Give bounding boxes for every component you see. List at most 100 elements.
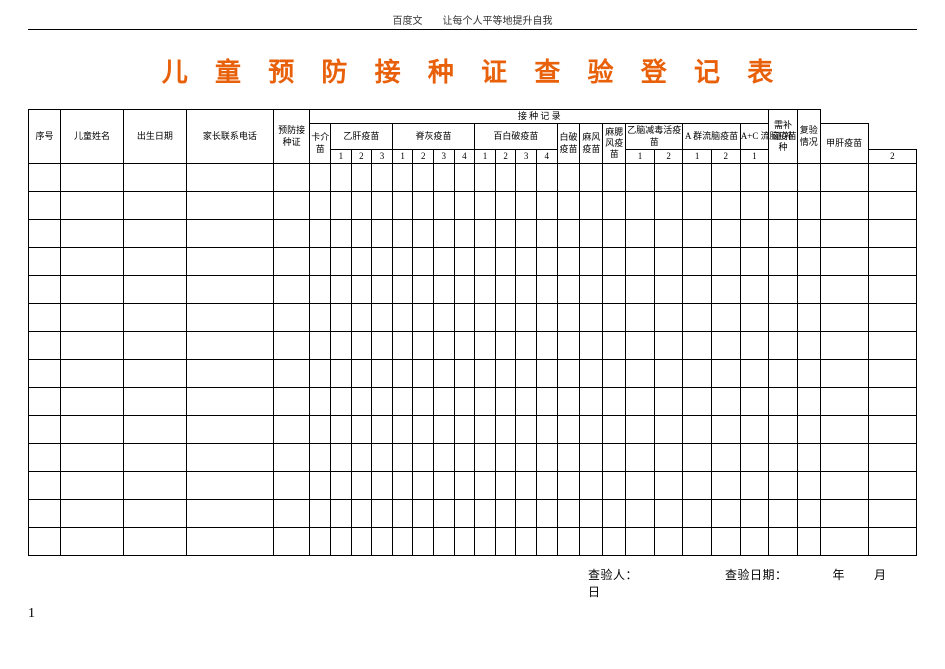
table-cell: [413, 304, 434, 332]
mena-1: 1: [683, 149, 712, 163]
table-cell: [683, 220, 712, 248]
table-cell: [683, 500, 712, 528]
table-cell: [711, 360, 740, 388]
dtp-1: 1: [475, 149, 496, 163]
table-cell: [580, 444, 603, 472]
table-row: [29, 164, 917, 192]
table-cell: [29, 332, 61, 360]
table-cell: [273, 192, 310, 220]
table-cell: [372, 304, 393, 332]
table-cell: [711, 248, 740, 276]
table-cell: [454, 388, 475, 416]
table-cell: [273, 332, 310, 360]
table-cell: [454, 472, 475, 500]
je-1: 1: [626, 149, 655, 163]
table-cell: [516, 472, 537, 500]
col-je: 乙脑减毒活疫苗: [626, 124, 683, 150]
table-cell: [29, 500, 61, 528]
table-cell: [413, 500, 434, 528]
table-cell: [186, 388, 273, 416]
table-cell: [626, 192, 655, 220]
table-cell: [392, 444, 413, 472]
table-cell: [536, 276, 557, 304]
table-cell: [820, 192, 868, 220]
table-cell: [797, 472, 820, 500]
mena-2: 2: [711, 149, 740, 163]
table-cell: [711, 192, 740, 220]
table-cell: [516, 276, 537, 304]
table-cell: [683, 164, 712, 192]
menac-1: 1: [740, 149, 769, 163]
table-cell: [372, 388, 393, 416]
table-cell: [740, 248, 769, 276]
table-cell: [475, 416, 496, 444]
table-cell: [603, 528, 626, 556]
table-cell: [29, 192, 61, 220]
table-cell: [516, 192, 537, 220]
table-cell: [536, 472, 557, 500]
table-cell: [683, 192, 712, 220]
table-cell: [475, 444, 496, 472]
table-cell: [797, 416, 820, 444]
dtp-3: 3: [516, 149, 537, 163]
table-cell: [536, 164, 557, 192]
table-cell: [186, 332, 273, 360]
table-cell: [454, 416, 475, 444]
table-cell: [454, 332, 475, 360]
table-cell: [392, 276, 413, 304]
table-cell: [868, 276, 916, 304]
table-cell: [580, 388, 603, 416]
table-cell: [654, 388, 683, 416]
col-birth-date: 出生日期: [123, 110, 186, 164]
table-cell: [557, 248, 580, 276]
table-cell: [372, 416, 393, 444]
table-cell: [580, 248, 603, 276]
table-cell: [310, 220, 331, 248]
table-cell: [557, 332, 580, 360]
page-top-header: 百度文 让每个人平等地提升自我: [28, 12, 917, 29]
table-cell: [683, 304, 712, 332]
table-cell: [740, 472, 769, 500]
table-cell: [434, 276, 455, 304]
table-cell: [331, 388, 352, 416]
table-cell: [820, 164, 868, 192]
table-cell: [475, 472, 496, 500]
table-cell: [516, 388, 537, 416]
table-cell: [475, 332, 496, 360]
table-cell: [273, 444, 310, 472]
table-cell: [61, 332, 124, 360]
table-cell: [495, 332, 516, 360]
table-cell: [273, 164, 310, 192]
table-cell: [536, 304, 557, 332]
col-mena: A 群流脑疫苗: [683, 124, 740, 150]
table-cell: [123, 360, 186, 388]
table-cell: [351, 164, 372, 192]
table-cell: [331, 472, 352, 500]
table-cell: [740, 500, 769, 528]
table-cell: [797, 500, 820, 528]
table-cell: [603, 416, 626, 444]
table-cell: [868, 500, 916, 528]
col-mmr: 麻腮风疫苗: [603, 124, 626, 164]
dtp-4: 4: [536, 149, 557, 163]
table-cell: [654, 528, 683, 556]
table-cell: [626, 276, 655, 304]
table-cell: [434, 164, 455, 192]
table-cell: [413, 388, 434, 416]
table-cell: [683, 416, 712, 444]
table-cell: [769, 472, 798, 500]
year-label: 年: [833, 566, 846, 583]
table-cell: [413, 332, 434, 360]
table-cell: [769, 304, 798, 332]
table-cell: [310, 360, 331, 388]
table-cell: [351, 360, 372, 388]
table-cell: [516, 416, 537, 444]
table-cell: [29, 388, 61, 416]
table-cell: [626, 304, 655, 332]
polio-3: 3: [434, 149, 455, 163]
table-cell: [683, 332, 712, 360]
table-cell: [580, 500, 603, 528]
table-row: [29, 220, 917, 248]
table-cell: [683, 276, 712, 304]
table-cell: [351, 276, 372, 304]
